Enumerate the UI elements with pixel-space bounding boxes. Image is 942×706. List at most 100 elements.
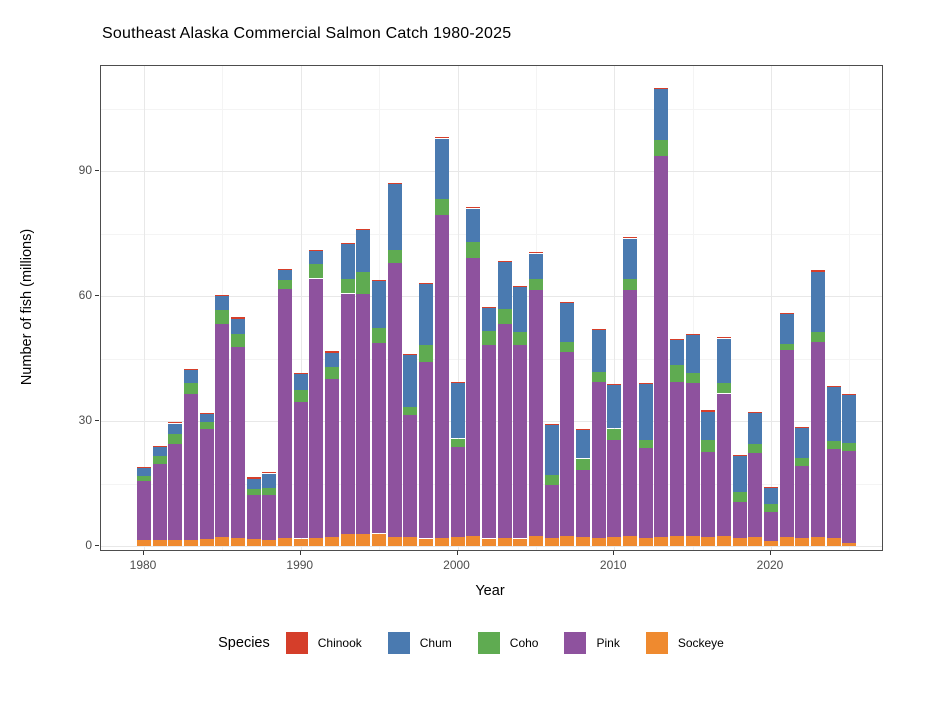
bar-segment-2013-sockeye bbox=[654, 536, 669, 546]
bar-segment-1989-chum bbox=[278, 270, 293, 281]
bar-segment-1984-coho bbox=[199, 421, 214, 430]
bar-segment-2000-pink bbox=[450, 446, 465, 537]
legend-swatch-sockeye bbox=[645, 632, 668, 654]
bar-segment-2010-coho bbox=[607, 428, 622, 441]
bar-segment-2018-chum bbox=[732, 456, 747, 492]
bar-segment-2003-chum bbox=[497, 262, 512, 309]
bar-segment-1995-chinook bbox=[372, 279, 387, 281]
bar-segment-1990-pink bbox=[293, 401, 308, 539]
gridline-x-minor bbox=[849, 66, 851, 550]
bar-segment-2005-coho bbox=[528, 278, 543, 291]
gridline-x-minor bbox=[692, 66, 694, 550]
bar-segment-2012-coho bbox=[638, 440, 653, 448]
gridline-y-major bbox=[101, 296, 882, 297]
legend-item-chinook: Chinook bbox=[285, 632, 362, 654]
bar-segment-1990-sockeye bbox=[293, 538, 308, 546]
bar-segment-1987-coho bbox=[246, 489, 261, 496]
bar-segment-1993-sockeye bbox=[340, 534, 355, 546]
bar-segment-1992-chum bbox=[325, 352, 340, 367]
bar-segment-2001-chinook bbox=[466, 206, 481, 209]
bar-segment-1984-sockeye bbox=[199, 539, 214, 546]
bar-segment-2017-chum bbox=[716, 338, 731, 384]
y-tick-mark bbox=[95, 295, 99, 296]
bar-segment-2020-sockeye bbox=[764, 541, 778, 546]
bar-segment-1998-coho bbox=[419, 345, 434, 362]
bar-segment-1996-coho bbox=[387, 250, 402, 263]
y-tick-mark bbox=[95, 545, 99, 546]
bar-segment-1994-chinook bbox=[356, 228, 371, 230]
bar-segment-2008-coho bbox=[575, 458, 590, 471]
bar-segment-1984-chinook bbox=[199, 412, 214, 414]
bar-segment-1984-chum bbox=[199, 413, 214, 422]
bar-segment-2014-chum bbox=[669, 339, 684, 366]
bar-segment-1995-chum bbox=[372, 281, 387, 328]
bar-segment-2001-sockeye bbox=[466, 536, 481, 546]
bar-segment-2023-pink bbox=[811, 341, 826, 537]
bar-segment-2018-coho bbox=[732, 491, 747, 502]
bar-segment-1986-chinook bbox=[231, 317, 246, 319]
bar-segment-2018-pink bbox=[732, 501, 747, 538]
legend-label-sockeye: Sockeye bbox=[677, 636, 724, 650]
bar-segment-2024-sockeye bbox=[826, 537, 841, 546]
bar-segment-2025-chinook bbox=[842, 394, 857, 396]
bar-segment-1998-sockeye bbox=[419, 538, 434, 546]
bar-segment-2022-chinook bbox=[795, 426, 810, 428]
legend-label-chum: Chum bbox=[419, 636, 452, 650]
bar-segment-1991-pink bbox=[309, 278, 324, 538]
gridline-y-minor bbox=[101, 108, 882, 110]
bar-segment-1986-pink bbox=[231, 346, 246, 539]
bar-segment-2011-coho bbox=[622, 278, 637, 291]
bar-segment-2004-coho bbox=[513, 331, 528, 346]
bar-segment-1985-pink bbox=[215, 324, 230, 537]
bar-segment-2019-sockeye bbox=[748, 536, 763, 546]
bar-segment-2022-coho bbox=[795, 457, 810, 467]
plot-panel bbox=[100, 65, 883, 551]
bar-segment-2013-coho bbox=[654, 140, 669, 157]
bar-segment-1992-chinook bbox=[325, 351, 340, 353]
gridline-x-major bbox=[144, 66, 145, 550]
x-tick-label-2000: 2000 bbox=[443, 558, 470, 572]
bar-segment-1996-sockeye bbox=[387, 536, 402, 546]
bar-segment-1982-chinook bbox=[168, 421, 183, 424]
bar-segment-1988-pink bbox=[262, 495, 277, 541]
bar-segment-1981-chinook bbox=[152, 446, 167, 447]
bar-segment-1996-chum bbox=[387, 184, 402, 251]
x-tick-label-2020: 2020 bbox=[756, 558, 784, 572]
bar-segment-1994-sockeye bbox=[356, 534, 371, 546]
bar-segment-2014-pink bbox=[669, 381, 684, 536]
legend-item-sockeye: Sockeye bbox=[645, 632, 724, 654]
bar-segment-1983-pink bbox=[184, 394, 199, 541]
bar-segment-2019-chinook bbox=[748, 411, 763, 413]
bar-segment-1986-sockeye bbox=[231, 538, 246, 546]
bar-segment-2020-chinook bbox=[764, 486, 778, 488]
bar-segment-2002-chinook bbox=[481, 306, 496, 308]
chart-title: Southeast Alaska Commercial Salmon Catch… bbox=[102, 25, 512, 42]
bar-segment-1989-chinook bbox=[278, 268, 293, 271]
bar-segment-1981-pink bbox=[152, 463, 167, 541]
bar-segment-1991-chinook bbox=[309, 249, 324, 251]
bar-segment-2012-sockeye bbox=[638, 537, 653, 546]
y-tick-label-0: 0 bbox=[85, 538, 92, 552]
bar-segment-2014-sockeye bbox=[669, 536, 684, 546]
legend-label-pink: Pink bbox=[596, 636, 620, 650]
bar-segment-2017-chinook bbox=[716, 336, 731, 339]
gridline-y-minor bbox=[101, 233, 882, 235]
bar-segment-2007-chinook bbox=[560, 301, 575, 303]
bar-segment-2006-sockeye bbox=[544, 537, 559, 546]
bar-segment-2005-chinook bbox=[528, 251, 543, 254]
bar-segment-1987-chinook bbox=[246, 477, 261, 479]
bar-segment-2004-sockeye bbox=[513, 538, 528, 546]
y-tick-label-60: 60 bbox=[78, 288, 92, 302]
bar-segment-1984-pink bbox=[199, 429, 214, 540]
bar-segment-2006-chinook bbox=[544, 424, 559, 426]
bar-segment-1997-chum bbox=[403, 355, 418, 407]
x-tick-mark bbox=[299, 551, 301, 555]
bar-segment-2010-chum bbox=[607, 384, 622, 429]
bar-segment-1980-coho bbox=[137, 475, 151, 481]
bar-segment-2019-pink bbox=[748, 453, 763, 537]
bar-segment-2004-pink bbox=[513, 345, 528, 539]
bar-segment-2016-pink bbox=[701, 451, 716, 537]
legend-item-coho: Coho bbox=[477, 632, 538, 654]
bar-segment-2025-coho bbox=[842, 443, 857, 451]
